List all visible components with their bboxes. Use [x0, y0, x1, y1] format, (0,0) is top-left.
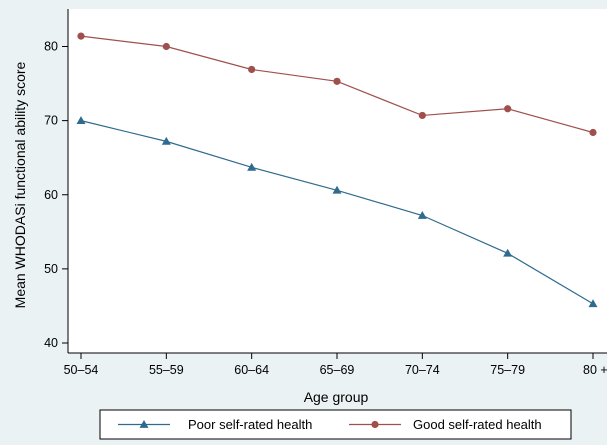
series-layer — [76, 32, 598, 308]
legend-box — [99, 409, 572, 440]
legend-label: Good self-rated health — [413, 417, 542, 432]
legend: Poor self-rated health Good self-rated he… — [99, 409, 572, 440]
x-tick-label: 80 + — [583, 363, 607, 377]
data-point — [332, 185, 342, 194]
data-point — [161, 136, 171, 145]
data-point — [333, 77, 341, 85]
x-tick-label: 55–59 — [149, 363, 184, 377]
x-axis-title: Age group — [304, 389, 369, 405]
y-axis: 40 50 60 70 80 — [44, 9, 69, 353]
data-point — [504, 105, 512, 113]
x-tick-label: 65–69 — [320, 363, 355, 377]
y-tick-label: 80 — [44, 40, 58, 54]
plot-area — [68, 9, 607, 353]
y-tick-label: 60 — [44, 188, 58, 202]
legend-item: Poor self-rated health — [118, 417, 312, 432]
y-tick-label: 70 — [44, 114, 58, 128]
data-point — [417, 211, 427, 219]
x-tick-label: 75–79 — [490, 363, 525, 377]
data-point — [162, 42, 170, 51]
data-point — [588, 299, 598, 308]
data-point — [248, 65, 256, 74]
y-tick-label: 40 — [44, 336, 58, 350]
data-point — [503, 248, 513, 257]
series-good-self-rated-health — [77, 32, 597, 137]
x-axis: 50–54 55–59 60–64 65–69 70–74 75–79 80 + — [64, 352, 607, 377]
legend-marker — [139, 420, 149, 428]
series-poor-self-rated-health — [76, 116, 598, 308]
data-point — [76, 116, 86, 124]
legend-marker — [371, 420, 379, 429]
legend-label: Poor self-rated health — [188, 417, 312, 432]
x-tick-label: 60–64 — [234, 363, 269, 377]
legend-item: Good self-rated health — [349, 417, 542, 432]
x-tick-label: 50–54 — [64, 363, 99, 377]
x-tick-label: 70–74 — [405, 363, 440, 377]
y-tick-label: 50 — [44, 262, 58, 276]
data-point — [247, 162, 257, 171]
y-axis-title: Mean WHODASi functional ability score — [12, 61, 28, 308]
data-point — [418, 111, 426, 120]
data-point — [589, 128, 597, 137]
data-point — [77, 32, 85, 40]
